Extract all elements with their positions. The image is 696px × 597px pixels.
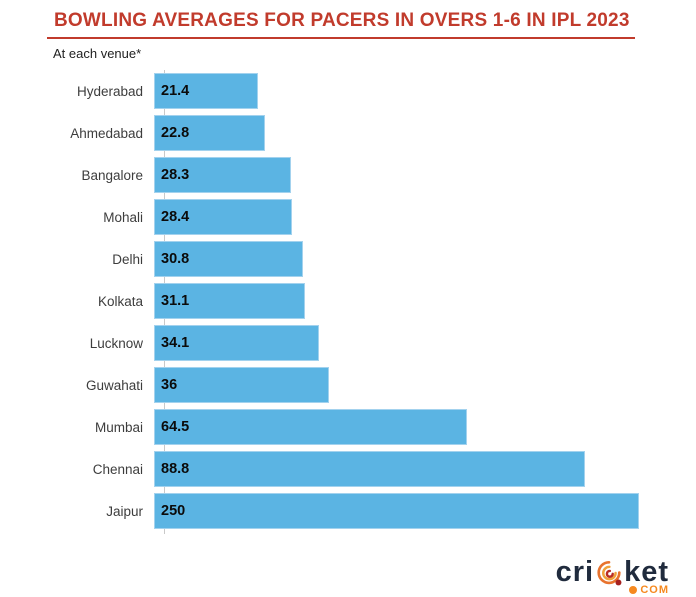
bar-area: 36: [154, 364, 639, 406]
logo-text-left: cri: [555, 556, 595, 588]
bar: 30.8: [154, 241, 304, 277]
bar-value-label: 34.1: [161, 335, 190, 351]
bar-value-label: 31.1: [161, 293, 190, 309]
logo-domain-text: COM: [640, 584, 669, 596]
bar-area: 22.8: [154, 112, 639, 154]
bar: 28.4: [154, 199, 292, 235]
bar-row: Guwahati 36: [0, 364, 696, 406]
bar-area: 28.4: [154, 196, 639, 238]
bar: 64.5: [154, 409, 467, 445]
bar-row: Mumbai 64.5: [0, 406, 696, 448]
venue-label: Hyderabad: [76, 83, 143, 99]
bar-area: 250: [154, 490, 639, 532]
bar-area: 31.1: [154, 280, 639, 322]
bar: 36: [154, 367, 329, 403]
venue-label: Mohali: [103, 209, 143, 225]
venue-label: Lucknow: [89, 335, 143, 351]
bar-area: 34.1: [154, 322, 639, 364]
bar-row: Chennai 88.8: [0, 448, 696, 490]
infographic-page: BOWLING AVERAGES FOR PACERS IN OVERS 1-6…: [0, 10, 696, 597]
bar-value-label: 21.4: [161, 83, 190, 99]
bar-value-label: 36: [161, 377, 178, 393]
bar-row: Lucknow 34.1: [0, 322, 696, 364]
chart-subtitle: At each venue*: [53, 46, 142, 61]
venue-label: Kolkata: [97, 293, 143, 309]
cricket-com-logo: cri ket COM: [556, 558, 669, 597]
bar-value-label: 22.8: [161, 125, 190, 141]
bar: 34.1: [154, 325, 320, 361]
bar: 88.8: [154, 451, 585, 487]
cricket-ball-icon: [595, 559, 623, 587]
bar-row: Bangalore 28.3: [0, 154, 696, 196]
bar-row: Mohali 28.4: [0, 196, 696, 238]
bar-rows: Hyderabad 21.4 Ahmedabad 22.8 Bangalore …: [0, 70, 696, 532]
venue-label: Ahmedabad: [70, 125, 143, 141]
venue-label: Delhi: [112, 251, 143, 267]
bar-value-label: 28.4: [161, 209, 190, 225]
bar: 21.4: [154, 73, 258, 109]
logo-wordmark: cri ket: [556, 558, 669, 587]
bar-area: 30.8: [154, 238, 639, 280]
venue-label: Guwahati: [85, 377, 143, 393]
bar-row: Kolkata 31.1: [0, 280, 696, 322]
bar-value-label: 88.8: [161, 461, 190, 477]
venue-label: Jaipur: [106, 503, 143, 519]
bar-value-label: 64.5: [161, 419, 190, 435]
logo-text-right: ket: [624, 556, 669, 588]
header: BOWLING AVERAGES FOR PACERS IN OVERS 1-6…: [47, 10, 635, 39]
page-title: BOWLING AVERAGES FOR PACERS IN OVERS 1-6…: [54, 10, 630, 31]
venue-label: Chennai: [92, 461, 143, 477]
bar-value-label: 30.8: [161, 251, 190, 267]
bar-value-label: 28.3: [161, 167, 190, 183]
bar: 28.3: [154, 157, 292, 193]
bar: 250: [154, 493, 639, 529]
bar-area: 21.4: [154, 70, 639, 112]
logo-dot-icon: [629, 586, 638, 594]
bar-row: Delhi 30.8: [0, 238, 696, 280]
bar-area: 88.8: [154, 448, 639, 490]
bar-area: 64.5: [154, 406, 639, 448]
bar-value-label: 250: [161, 503, 186, 519]
bar-chart: Hyderabad 21.4 Ahmedabad 22.8 Bangalore …: [0, 70, 696, 534]
bar: 22.8: [154, 115, 265, 151]
venue-label: Mumbai: [94, 419, 143, 435]
logo-domain: COM: [556, 584, 669, 596]
venue-label: Bangalore: [81, 167, 143, 183]
bar-area: 28.3: [154, 154, 639, 196]
bar-row: Jaipur 250: [0, 490, 696, 532]
bar-row: Ahmedabad 22.8: [0, 112, 696, 154]
bar-row: Hyderabad 21.4: [0, 70, 696, 112]
bar: 31.1: [154, 283, 305, 319]
